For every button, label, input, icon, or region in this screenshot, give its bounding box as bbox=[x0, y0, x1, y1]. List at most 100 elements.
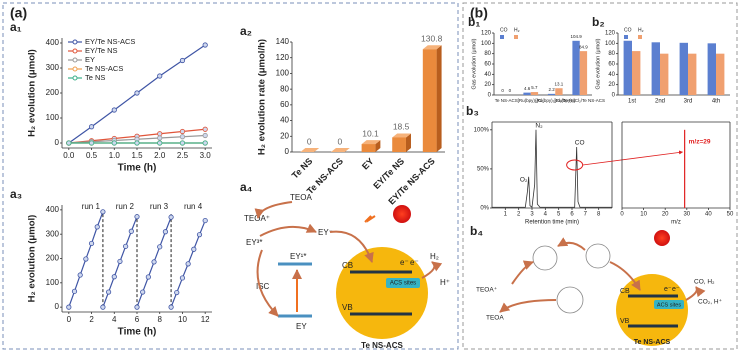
legend-label: H₂ bbox=[638, 27, 644, 33]
label: CB bbox=[620, 288, 630, 295]
point bbox=[134, 90, 140, 96]
value-label: 4.6 bbox=[524, 86, 531, 91]
panel-label: b₂ bbox=[592, 15, 605, 29]
bar-side bbox=[405, 133, 411, 152]
panel-label: b₄ bbox=[470, 224, 483, 238]
bar-top bbox=[392, 133, 411, 138]
x-tick-label: 12 bbox=[201, 315, 210, 324]
point bbox=[140, 289, 146, 295]
point bbox=[151, 259, 157, 265]
label: TEOA bbox=[486, 315, 504, 322]
sun bbox=[393, 205, 411, 223]
y-tick-label: 20 bbox=[484, 82, 491, 88]
x-tick-label: Te NS-ACS bbox=[495, 98, 518, 103]
label: H⁺ bbox=[440, 278, 450, 287]
y-tick-label: 300 bbox=[46, 229, 60, 238]
x-axis-label: Time (h) bbox=[118, 163, 157, 174]
sun bbox=[654, 230, 670, 246]
label: EY³* bbox=[246, 238, 262, 247]
x-tick-label: Te NS bbox=[290, 156, 315, 181]
point bbox=[202, 132, 208, 139]
label: e⁻ bbox=[672, 286, 680, 293]
point bbox=[123, 243, 129, 249]
label: EY⁻ bbox=[318, 228, 333, 237]
legend-marker bbox=[72, 75, 78, 81]
y-tick-label: 80 bbox=[484, 51, 491, 57]
bar bbox=[660, 53, 669, 95]
y-tick-label: 20 bbox=[280, 131, 289, 140]
value-label: 130.8 bbox=[421, 33, 443, 43]
point bbox=[157, 140, 163, 146]
point bbox=[77, 272, 83, 278]
peak-label: CO bbox=[575, 140, 585, 147]
y-tick-label: 140 bbox=[276, 37, 290, 46]
value-label: 0 bbox=[307, 136, 312, 146]
label: TEOA⁺ bbox=[244, 214, 270, 223]
sites bbox=[386, 278, 420, 288]
x-tick-label: [Ru(bpy)₃]Cl₂/Te NS-ACS bbox=[554, 98, 605, 103]
point bbox=[145, 274, 151, 280]
series-label: run 4 bbox=[184, 202, 203, 211]
panel-label: a₁ bbox=[10, 20, 22, 34]
y-axis-label: Gas evolution (μmol) bbox=[471, 38, 477, 89]
sites bbox=[654, 300, 684, 309]
y-tick-label: 400 bbox=[46, 205, 60, 214]
point bbox=[157, 135, 163, 141]
y-tick-label: 120 bbox=[481, 31, 492, 37]
x-tick-label: [Ru(bpy)₃]Cl₂/Te NS bbox=[535, 98, 575, 103]
x-axis-label: Retention time (min) bbox=[525, 220, 579, 226]
bar bbox=[707, 43, 716, 95]
trace bbox=[492, 129, 612, 208]
x-tick-label: 20 bbox=[662, 212, 669, 218]
bar bbox=[361, 144, 376, 152]
panel-label: a₃ bbox=[10, 187, 22, 201]
y-tick-label: 100 bbox=[481, 41, 492, 47]
legend-label: CO bbox=[500, 27, 508, 33]
legend-marker bbox=[72, 57, 78, 63]
y-tick-label: 40 bbox=[484, 72, 491, 78]
arrow bbox=[254, 201, 293, 219]
light bbox=[364, 215, 376, 223]
pointer bbox=[582, 150, 684, 166]
x-tick-label: EY bbox=[360, 156, 376, 172]
x-tick-label: 0 bbox=[620, 212, 624, 218]
arrow bbox=[609, 261, 641, 291]
x-tick-label: 50 bbox=[727, 212, 734, 218]
y-tick-label: 60 bbox=[608, 62, 615, 68]
label: CO, H₂ bbox=[694, 279, 715, 286]
point bbox=[88, 240, 95, 247]
point bbox=[111, 107, 117, 113]
x-tick-label: 0.0 bbox=[63, 151, 75, 160]
annotation: m/z=29 bbox=[689, 139, 711, 146]
bar bbox=[679, 42, 688, 95]
y-tick-label: 60 bbox=[484, 62, 491, 68]
label: e⁻ bbox=[664, 286, 672, 293]
bar bbox=[523, 92, 531, 95]
y-tick-label: 0% bbox=[480, 206, 489, 212]
panel-label: b₁ bbox=[468, 15, 480, 29]
legend-label: H₂ bbox=[514, 27, 520, 33]
bar bbox=[716, 53, 725, 95]
x-tick-label: 1 bbox=[504, 212, 508, 218]
point bbox=[111, 140, 117, 146]
label: H₂ bbox=[430, 252, 439, 261]
label: Te NS-ACS bbox=[361, 341, 403, 350]
x-tick-label: 3.0 bbox=[200, 151, 212, 160]
label: CO₂, H⁺ bbox=[698, 299, 723, 306]
y-tick-label: 400 bbox=[46, 38, 60, 47]
point bbox=[168, 304, 174, 310]
y-tick-label: 60 bbox=[280, 100, 289, 109]
bar bbox=[530, 92, 539, 95]
point bbox=[105, 289, 112, 295]
x-tick-label: 3rd bbox=[684, 99, 693, 105]
value-label: 84.9 bbox=[579, 44, 588, 49]
y-tick-label: 40 bbox=[280, 116, 289, 125]
legend-marker bbox=[72, 39, 78, 45]
arrow bbox=[685, 286, 706, 301]
point bbox=[196, 232, 203, 238]
value-label: 0 bbox=[509, 88, 512, 93]
bar bbox=[651, 42, 660, 95]
legend-swatch bbox=[500, 35, 504, 39]
panel-label: b₃ bbox=[466, 104, 479, 118]
